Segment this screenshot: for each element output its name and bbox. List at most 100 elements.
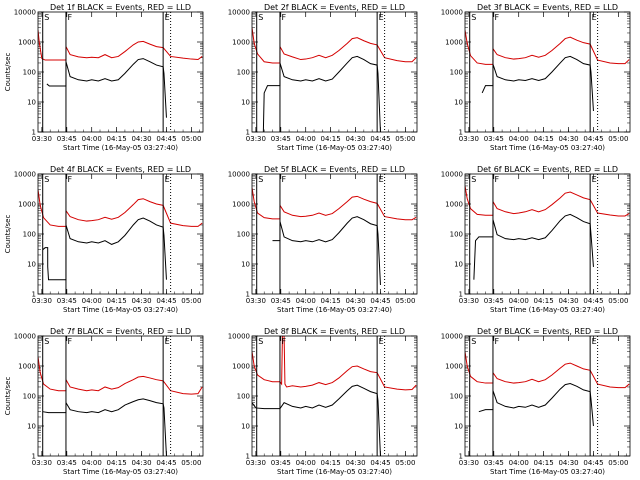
x-tick-label: 04:30	[345, 459, 365, 467]
x-tick-label: 03:30	[459, 459, 479, 467]
y-tick-label: 1000	[232, 39, 250, 47]
x-tick-label: 04:15	[321, 459, 341, 467]
time-marker-label: S	[44, 13, 49, 22]
y-tick-label: 100	[237, 231, 250, 239]
x-tick-label: 04:00	[296, 135, 316, 143]
y-tick-label: 10	[27, 99, 36, 107]
time-marker-label: E	[379, 175, 384, 184]
x-tick-label: 05:00	[181, 135, 201, 143]
time-marker-label: E	[165, 337, 170, 346]
time-marker-label: S	[471, 337, 476, 346]
y-tick-label: 100	[23, 231, 36, 239]
detector-panel-7: Det 7f BLACK = Events, RED = LLD Counts/s…	[4, 327, 204, 476]
detector-panel-2: Det 2f BLACK = Events, RED = LLD 1 10 100 10…	[228, 3, 418, 152]
x-axis-label: Start Time (16-May-05 03:27:40)	[63, 144, 178, 152]
panel-title: Det 1f BLACK = Events, RED = LLD	[50, 3, 191, 12]
detector-panel-8: Det 8f BLACK = Events, RED = LLD 1 10 100 10…	[228, 327, 418, 476]
x-tick-label: 04:30	[131, 135, 151, 143]
x-axis-label: Start Time (16-May-05 03:27:40)	[490, 306, 605, 314]
x-tick-label: 04:30	[131, 459, 151, 467]
y-tick-label: 100	[23, 393, 36, 401]
series-line-events	[272, 216, 381, 285]
x-tick-label: 03:45	[484, 135, 504, 143]
x-tick-label: 04:45	[156, 135, 176, 143]
y-tick-label: 1	[32, 291, 36, 299]
x-tick-label: 04:00	[509, 297, 529, 305]
y-tick-label: 1	[459, 291, 463, 299]
x-tick-label: 03:30	[459, 297, 479, 305]
x-tick-label: 04:45	[370, 459, 390, 467]
y-tick-label: 10000	[228, 171, 250, 179]
x-axis-label: Start Time (16-May-05 03:27:40)	[277, 144, 392, 152]
time-marker-label: E	[379, 13, 384, 22]
y-tick-label: 1	[246, 291, 250, 299]
x-tick-label: 04:00	[82, 459, 102, 467]
time-marker-label: F	[281, 337, 286, 346]
y-tick-label: 1	[32, 453, 36, 461]
time-marker-label: F	[67, 13, 72, 22]
panel-title: Det 4f BLACK = Events, RED = LLD	[50, 165, 191, 174]
x-axis-label: Start Time (16-May-05 03:27:40)	[490, 144, 605, 152]
x-tick-label: 04:15	[107, 135, 127, 143]
detector-panel-6: Det 6f BLACK = Events, RED = LLD 1 10 100 10…	[441, 165, 631, 314]
x-axis-label: Start Time (16-May-05 03:27:40)	[490, 468, 605, 476]
x-tick-label: 03:30	[32, 135, 52, 143]
series-line-events	[262, 55, 381, 132]
x-tick-label: 04:00	[509, 459, 529, 467]
x-tick-label: 04:45	[583, 297, 603, 305]
y-tick-label: 100	[450, 69, 463, 77]
series-line-lld	[38, 356, 203, 395]
y-tick-label: 100	[23, 69, 36, 77]
x-tick-label: 04:30	[558, 459, 578, 467]
y-tick-label: 10	[241, 99, 250, 107]
x-tick-label: 03:45	[57, 459, 77, 467]
x-tick-label: 03:45	[271, 459, 291, 467]
time-marker-label: F	[281, 175, 286, 184]
time-marker-label: E	[592, 337, 597, 346]
x-tick-label: 04:00	[296, 297, 316, 305]
plot-frame	[464, 335, 631, 457]
x-tick-label: 04:15	[321, 135, 341, 143]
x-tick-label: 04:30	[558, 297, 578, 305]
x-tick-label: 04:45	[370, 135, 390, 143]
x-tick-label: 04:45	[583, 459, 603, 467]
time-marker-label: S	[258, 337, 263, 346]
x-tick-label: 05:00	[395, 297, 415, 305]
y-tick-label: 1000	[232, 201, 250, 209]
y-tick-label: 1	[246, 453, 250, 461]
x-tick-label: 04:15	[107, 297, 127, 305]
x-tick-label: 04:15	[107, 459, 127, 467]
y-tick-label: 10	[27, 261, 36, 269]
x-tick-label: 04:00	[82, 297, 102, 305]
x-tick-label: 03:45	[484, 297, 504, 305]
x-tick-label: 04:45	[583, 135, 603, 143]
y-tick-label: 10	[454, 261, 463, 269]
x-tick-label: 05:00	[608, 135, 628, 143]
plot-frame	[464, 11, 631, 133]
y-tick-label: 10	[27, 423, 36, 431]
panel-title: Det 9f BLACK = Events, RED = LLD	[477, 327, 618, 336]
series-line-lld	[465, 185, 630, 217]
x-tick-label: 04:00	[296, 459, 316, 467]
x-tick-label: 04:30	[345, 297, 365, 305]
plot-frame	[464, 173, 631, 295]
y-tick-label: 100	[450, 393, 463, 401]
y-tick-label: 10	[241, 261, 250, 269]
x-tick-label: 04:00	[82, 135, 102, 143]
time-marker-label: F	[494, 175, 499, 184]
time-marker-label: F	[67, 175, 72, 184]
y-tick-label: 1000	[445, 201, 463, 209]
x-tick-label: 05:00	[608, 459, 628, 467]
y-tick-label: 10	[454, 99, 463, 107]
x-tick-label: 05:00	[395, 459, 415, 467]
y-tick-label: 10000	[14, 171, 36, 179]
series-line-events	[478, 383, 594, 427]
x-tick-label: 04:15	[534, 135, 554, 143]
y-tick-label: 10	[241, 423, 250, 431]
y-tick-label: 1	[32, 129, 36, 137]
x-tick-label: 03:30	[246, 135, 266, 143]
plot-frame	[251, 335, 418, 457]
time-marker-label: E	[379, 337, 384, 346]
time-marker-label: S	[44, 337, 49, 346]
